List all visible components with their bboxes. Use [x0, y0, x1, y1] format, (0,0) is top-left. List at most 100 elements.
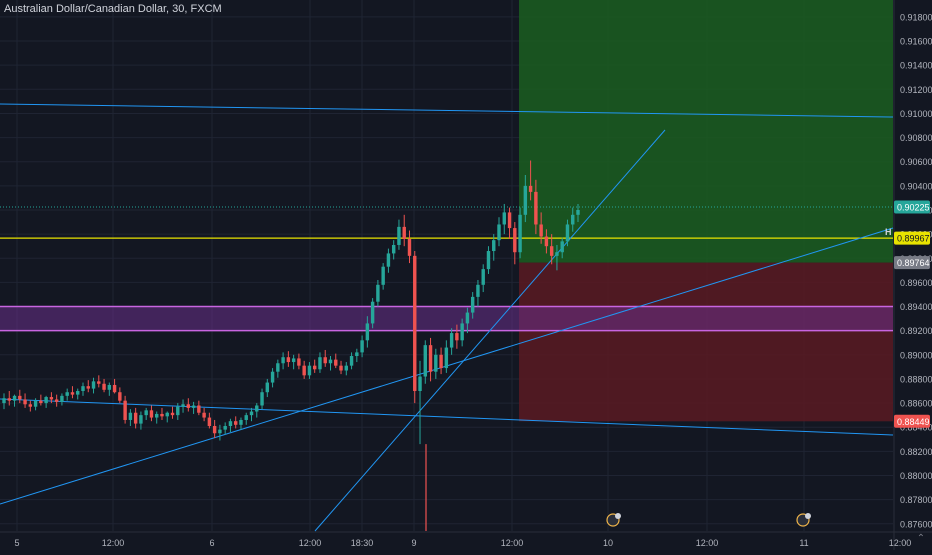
candle [54, 394, 59, 407]
candle-body [123, 400, 127, 420]
candle [244, 412, 248, 425]
candle-body [492, 240, 496, 252]
candle-body [497, 224, 501, 241]
y-tick-label: 0.91000 [900, 109, 932, 119]
x-tick-label: 18:30 [351, 538, 374, 548]
price-label: 0.89764 [894, 256, 930, 270]
candle-body [444, 347, 449, 369]
candle-body [381, 266, 385, 285]
candle [560, 237, 564, 259]
y-tick-label: 0.87800 [900, 495, 932, 505]
candle [571, 207, 575, 232]
candle [449, 328, 454, 355]
candle-body [144, 410, 148, 416]
candle-body [133, 412, 138, 424]
candle-body [191, 405, 196, 408]
candle [149, 405, 154, 422]
candle-body [302, 365, 306, 376]
candle [44, 395, 48, 408]
candle [507, 207, 512, 239]
candle [160, 407, 164, 420]
candle-body [528, 185, 533, 192]
y-tick-label: 0.88800 [900, 374, 932, 384]
candle [470, 292, 475, 319]
candle-body [486, 251, 491, 270]
candle [133, 407, 138, 429]
price-label-bg [894, 414, 930, 428]
event-icon [796, 513, 811, 527]
candle-body [223, 426, 227, 430]
candle-body [449, 333, 454, 348]
candle [107, 382, 112, 396]
x-tick-label: 9 [411, 538, 416, 548]
candle-body [455, 333, 459, 341]
candle-body [112, 384, 117, 393]
candle-body [286, 357, 291, 363]
candle-body [544, 236, 549, 247]
candle [386, 248, 391, 273]
candle [123, 395, 127, 424]
candle-body [270, 371, 275, 383]
y-tick-label: 0.91800 [900, 12, 932, 22]
candle-body [560, 241, 564, 253]
scale-toggle-icon[interactable]: ⌃ [916, 533, 926, 544]
candle [223, 422, 227, 435]
candle-body [370, 301, 375, 324]
candle [197, 400, 201, 416]
candle-body [181, 404, 185, 407]
price-label-text: 0.89764 [897, 258, 930, 268]
candle [544, 229, 549, 254]
candle-body [102, 383, 106, 390]
loss-zone [519, 262, 893, 422]
price-label: 0.88449 [894, 414, 930, 428]
candle [476, 279, 480, 307]
candle-body [65, 392, 69, 396]
candle [18, 389, 22, 404]
price-label-bg [894, 200, 930, 214]
candle-body [228, 421, 233, 427]
candle [97, 375, 101, 388]
candle [86, 380, 90, 393]
candle-body [418, 376, 422, 392]
price-label-bg [894, 256, 930, 270]
candle-body [118, 392, 122, 401]
candle-body [307, 365, 312, 376]
candle [128, 409, 133, 427]
candle [170, 406, 175, 419]
candle [497, 217, 501, 247]
candle-body [197, 405, 201, 413]
x-tick-label: 12:00 [102, 538, 125, 548]
y-tick-label: 0.91600 [900, 37, 932, 47]
candle [402, 214, 406, 247]
candle [481, 264, 485, 293]
y-tick-label: 0.89400 [900, 302, 932, 312]
candle-body [76, 391, 80, 395]
candle-body [12, 395, 17, 401]
candle [528, 160, 533, 201]
candle [260, 388, 264, 410]
x-tick-label: 12:00 [696, 538, 719, 548]
candle-body [107, 384, 112, 390]
candle [276, 359, 280, 378]
candle-body [276, 363, 280, 372]
candle [186, 398, 191, 412]
y-tick-label: 0.89600 [900, 278, 932, 288]
candle-body [212, 426, 217, 434]
candle [344, 362, 349, 376]
candle [555, 244, 559, 271]
exchange: FXCM [190, 3, 222, 15]
candle [176, 403, 180, 420]
candle [286, 351, 291, 367]
candle [349, 352, 354, 370]
y-tick-label: 0.90400 [900, 181, 932, 191]
y-tick-label: 0.88000 [900, 471, 932, 481]
candle-body [312, 365, 317, 370]
event-icon-dot [615, 513, 621, 519]
candle-body [28, 404, 33, 407]
candle-body [239, 419, 243, 425]
candle [12, 394, 17, 407]
candle [492, 234, 496, 261]
candle [91, 377, 96, 394]
